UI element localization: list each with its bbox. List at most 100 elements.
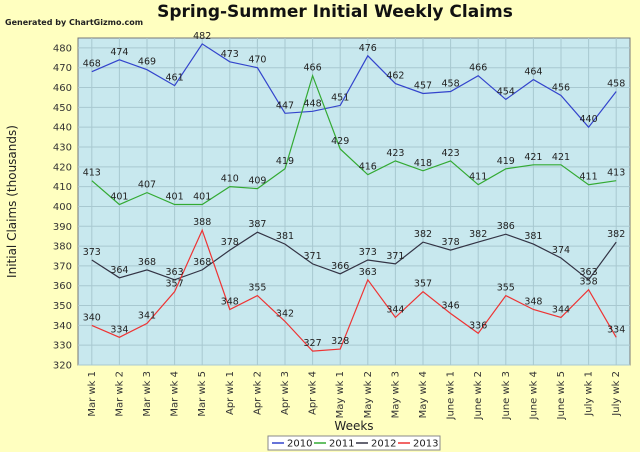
data-label: 355 bbox=[248, 283, 266, 294]
data-label: 456 bbox=[552, 82, 570, 93]
data-label: 363 bbox=[580, 267, 598, 278]
x-tick-label: June wk 2 bbox=[473, 371, 484, 420]
data-label: 336 bbox=[469, 320, 487, 331]
x-tick-label: May wk 3 bbox=[390, 371, 401, 418]
data-label: 451 bbox=[331, 92, 349, 103]
x-tick-label: Apr wk 2 bbox=[252, 371, 263, 415]
chart-title: Spring-Summer Initial Weekly Claims bbox=[157, 2, 513, 22]
data-label: 423 bbox=[442, 148, 460, 159]
y-tick-label: 470 bbox=[53, 63, 72, 74]
y-tick-label: 420 bbox=[53, 162, 72, 173]
data-label: 469 bbox=[138, 57, 156, 68]
series-line-2012 bbox=[91, 231, 617, 281]
data-label: 421 bbox=[552, 152, 570, 163]
x-tick-label: Mar wk 1 bbox=[87, 371, 98, 417]
data-label: 358 bbox=[580, 277, 598, 288]
data-label: 334 bbox=[607, 324, 625, 335]
data-label: 381 bbox=[276, 231, 294, 242]
data-label: 373 bbox=[359, 247, 377, 258]
data-label: 470 bbox=[248, 55, 266, 66]
data-label: 371 bbox=[304, 251, 322, 262]
data-label: 381 bbox=[524, 231, 542, 242]
data-label: 378 bbox=[442, 237, 460, 248]
data-label: 382 bbox=[469, 229, 487, 240]
y-tick-label: 410 bbox=[53, 182, 72, 193]
data-label: 409 bbox=[248, 176, 266, 187]
y-tick-label: 340 bbox=[53, 321, 72, 332]
data-label: 423 bbox=[386, 148, 404, 159]
legend-entry: 2011 bbox=[329, 439, 354, 450]
series-line-2011 bbox=[91, 73, 617, 206]
y-axis-ticks: 320 330 340 350 360 370 380 390 400 410 420 430 440 4… bbox=[53, 43, 72, 371]
data-label: 366 bbox=[331, 261, 349, 272]
data-label: 374 bbox=[552, 245, 570, 256]
data-label: 416 bbox=[359, 162, 377, 173]
y-tick-label: 460 bbox=[53, 83, 72, 94]
data-label: 457 bbox=[414, 80, 432, 91]
data-label: 348 bbox=[221, 297, 239, 308]
data-label: 334 bbox=[110, 324, 128, 335]
data-label: 401 bbox=[193, 191, 211, 202]
data-label: 342 bbox=[276, 308, 294, 319]
data-label: 357 bbox=[414, 279, 432, 290]
data-label: 368 bbox=[138, 257, 156, 268]
y-tick-label: 380 bbox=[53, 242, 72, 253]
y-tick-label: 400 bbox=[53, 202, 72, 213]
data-label: 386 bbox=[497, 221, 515, 232]
data-label: 458 bbox=[607, 79, 625, 90]
data-label: 411 bbox=[580, 172, 598, 183]
legend-entry: 2012 bbox=[371, 439, 396, 450]
legend: 2010 2011 2012 2013 bbox=[267, 435, 441, 451]
data-label: 355 bbox=[497, 283, 515, 294]
data-labels: 468 474 469 461 482 473 470 447 448 451 476 462 457 4… bbox=[83, 31, 626, 349]
data-label: 464 bbox=[524, 67, 542, 78]
x-tick-label: Mar wk 4 bbox=[170, 371, 181, 417]
data-label: 407 bbox=[138, 180, 156, 191]
data-label: 419 bbox=[276, 156, 294, 167]
data-label: 440 bbox=[580, 114, 598, 125]
data-label: 378 bbox=[221, 237, 239, 248]
data-label: 447 bbox=[276, 100, 294, 111]
x-tick-label: June wk 4 bbox=[528, 371, 539, 420]
y-tick-label: 330 bbox=[53, 341, 72, 352]
series-line-2010 bbox=[91, 43, 617, 129]
data-label: 461 bbox=[166, 73, 184, 84]
data-label: 387 bbox=[248, 219, 266, 230]
data-label: 411 bbox=[469, 172, 487, 183]
data-label: 429 bbox=[331, 136, 349, 147]
data-label: 410 bbox=[221, 174, 239, 185]
data-label: 328 bbox=[331, 336, 349, 347]
legend-box bbox=[267, 435, 441, 451]
data-label: 418 bbox=[414, 158, 432, 169]
x-tick-label: June wk 1 bbox=[446, 371, 457, 420]
data-label: 401 bbox=[110, 191, 128, 202]
x-tick-label: July wk 2 bbox=[611, 371, 622, 417]
data-label: 344 bbox=[552, 304, 570, 315]
y-tick-label: 320 bbox=[53, 361, 72, 372]
data-label: 364 bbox=[110, 265, 128, 276]
data-label: 348 bbox=[524, 297, 542, 308]
data-label: 371 bbox=[386, 251, 404, 262]
data-label: 327 bbox=[304, 338, 322, 349]
y-tick-label: 480 bbox=[53, 43, 72, 54]
x-tick-label: Apr wk 1 bbox=[225, 371, 236, 415]
legend-entry: 2010 bbox=[287, 439, 312, 450]
series-lines bbox=[91, 43, 617, 352]
data-label: 413 bbox=[607, 168, 625, 179]
data-label: 482 bbox=[193, 31, 211, 42]
data-label: 468 bbox=[83, 59, 101, 70]
x-tick-label: Mar wk 3 bbox=[142, 371, 153, 417]
data-label: 462 bbox=[386, 71, 404, 82]
x-tick-label: May wk 1 bbox=[335, 371, 346, 418]
y-tick-label: 440 bbox=[53, 123, 72, 134]
data-label: 473 bbox=[221, 49, 239, 60]
data-label: 357 bbox=[166, 279, 184, 290]
data-label: 344 bbox=[386, 304, 404, 315]
data-label: 341 bbox=[138, 310, 156, 321]
data-label: 382 bbox=[607, 229, 625, 240]
y-tick-label: 450 bbox=[53, 103, 72, 114]
data-label: 466 bbox=[469, 63, 487, 74]
series-line-2013 bbox=[91, 228, 617, 352]
x-tick-label: June wk 5 bbox=[556, 371, 567, 420]
